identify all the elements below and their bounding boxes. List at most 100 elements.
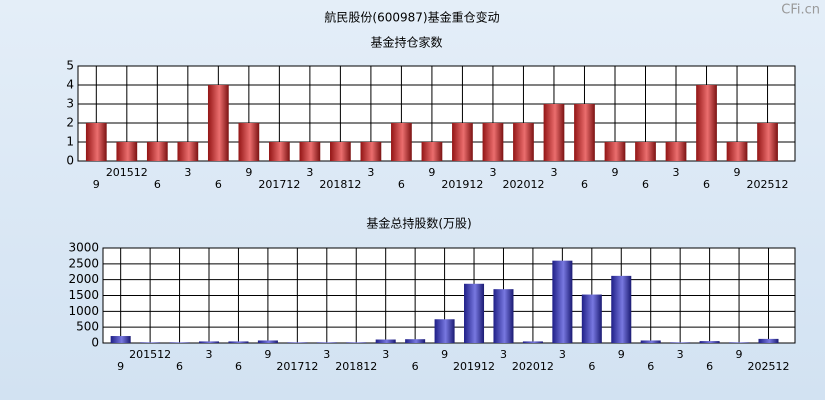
y-tick-label: 500 xyxy=(76,320,99,334)
bar xyxy=(522,341,543,343)
x-tick-label: 202512 xyxy=(747,178,789,191)
x-tick-label: 3 xyxy=(323,348,330,361)
x-tick-label: 6 xyxy=(706,360,713,373)
x-tick-label: 6 xyxy=(588,360,595,373)
x-tick-label: 201912 xyxy=(441,178,483,191)
x-tick-label: 202012 xyxy=(512,360,554,373)
bar xyxy=(635,142,656,161)
bar xyxy=(729,342,750,343)
x-tick-label: 9 xyxy=(245,166,252,179)
bar xyxy=(146,142,168,161)
x-tick-label: 9 xyxy=(93,178,100,191)
x-tick-label: 6 xyxy=(215,178,222,191)
bar xyxy=(110,336,131,343)
bar xyxy=(670,342,691,343)
bar xyxy=(360,142,382,161)
bar xyxy=(238,123,260,161)
x-tick-label: 201812 xyxy=(335,360,377,373)
y-tick-label: 0 xyxy=(91,336,99,350)
x-tick-label: 3 xyxy=(677,348,684,361)
x-tick-label: 6 xyxy=(398,178,405,191)
bar xyxy=(665,142,687,161)
x-tick-label: 9 xyxy=(441,348,448,361)
bar xyxy=(346,342,367,343)
y-tick-label: 1000 xyxy=(68,304,99,318)
x-tick-label: 3 xyxy=(673,166,680,179)
watermark: CFi.cn xyxy=(781,3,820,18)
bar xyxy=(758,338,779,343)
bar xyxy=(375,339,396,343)
bar xyxy=(421,142,443,161)
y-tick-label: 3 xyxy=(66,97,74,111)
main-title: 航民股份(600987)基金重仓变动 xyxy=(324,10,499,25)
y-tick-label: 2500 xyxy=(68,256,99,270)
x-tick-label: 6 xyxy=(176,360,183,373)
bar xyxy=(177,142,199,161)
bar xyxy=(287,342,308,343)
y-tick-label: 1 xyxy=(66,135,74,149)
x-tick-label: 202512 xyxy=(747,360,789,373)
x-tick-label: 201712 xyxy=(276,360,318,373)
bar xyxy=(140,342,161,343)
bar xyxy=(405,339,426,343)
x-tick-label: 3 xyxy=(382,348,389,361)
bar xyxy=(493,289,514,343)
x-tick-label: 6 xyxy=(581,178,588,191)
x-tick-label: 9 xyxy=(611,166,618,179)
bar xyxy=(330,142,351,161)
y-tick-label: 2000 xyxy=(68,272,99,286)
bar xyxy=(299,142,321,161)
y-tick-label: 2 xyxy=(66,116,74,130)
x-tick-label: 9 xyxy=(264,348,271,361)
bar xyxy=(464,283,485,343)
x-tick-label: 202012 xyxy=(502,178,544,191)
x-tick-label: 3 xyxy=(500,348,507,361)
bar xyxy=(452,123,473,161)
x-tick-label: 201712 xyxy=(258,178,300,191)
bar xyxy=(699,341,720,343)
x-tick-label: 9 xyxy=(428,166,435,179)
bar xyxy=(434,319,455,343)
bar xyxy=(169,342,190,343)
x-tick-label: 201512 xyxy=(106,166,148,179)
chart-subtitle: 基金总持股数(万股) xyxy=(366,216,471,231)
y-tick-label: 1500 xyxy=(68,288,99,302)
x-tick-label: 6 xyxy=(154,178,161,191)
x-tick-label: 9 xyxy=(117,360,124,373)
chart-subtitle: 基金持仓家数 xyxy=(370,35,442,50)
x-tick-label: 6 xyxy=(647,360,654,373)
bar xyxy=(85,123,107,161)
bar xyxy=(116,142,138,161)
bar xyxy=(316,342,337,343)
bar xyxy=(207,85,229,161)
bar xyxy=(726,142,748,161)
x-tick-label: 201512 xyxy=(129,348,171,361)
x-tick-label: 3 xyxy=(206,348,213,361)
x-tick-label: 3 xyxy=(367,166,374,179)
x-tick-label: 3 xyxy=(306,166,313,179)
x-tick-label: 9 xyxy=(618,348,625,361)
x-tick-label: 201912 xyxy=(453,360,495,373)
bar xyxy=(757,123,778,161)
x-tick-label: 3 xyxy=(559,348,566,361)
x-tick-label: 6 xyxy=(703,178,710,191)
bar xyxy=(574,104,595,161)
x-tick-label: 3 xyxy=(550,166,557,179)
bar xyxy=(696,85,717,161)
bar xyxy=(604,142,626,161)
bar xyxy=(391,123,412,161)
x-tick-label: 6 xyxy=(642,178,649,191)
bar xyxy=(257,340,278,343)
x-tick-label: 3 xyxy=(184,166,191,179)
bar xyxy=(198,341,220,343)
bar xyxy=(552,260,573,343)
bar xyxy=(482,123,504,161)
x-tick-label: 9 xyxy=(734,166,741,179)
x-tick-label: 201812 xyxy=(319,178,361,191)
bar xyxy=(268,142,290,161)
bar xyxy=(581,294,602,343)
y-tick-label: 5 xyxy=(66,59,74,73)
bar xyxy=(228,341,249,343)
